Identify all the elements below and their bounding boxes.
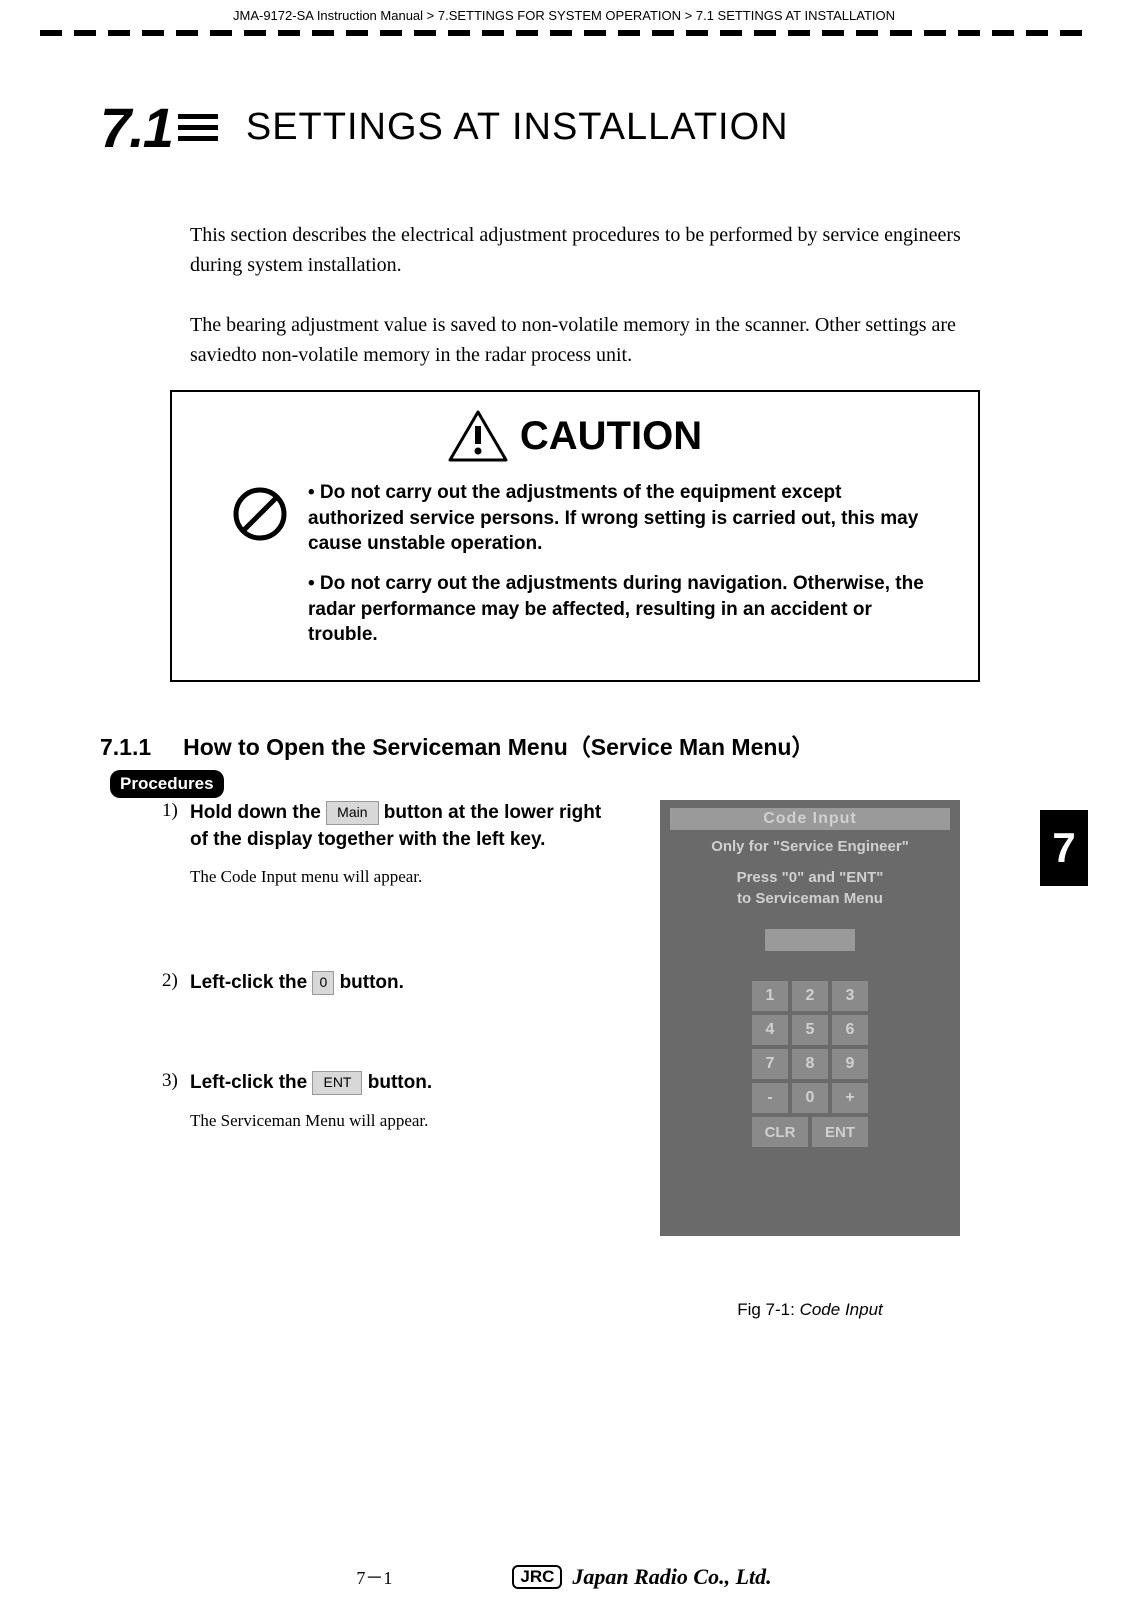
section-header: 7.1 SETTINGS AT INSTALLATION xyxy=(100,95,789,160)
code-input-panel: Code Input Only for "Service Engineer" P… xyxy=(660,800,960,1236)
keypad-clr[interactable]: CLR xyxy=(752,1117,808,1147)
step-3-title: Left-click the ENT button. xyxy=(190,1070,620,1097)
step-1: 1) Hold down the Main button at the lowe… xyxy=(190,800,620,887)
panel-title: Code Input xyxy=(670,808,950,830)
subsection-number: 7.1.1 xyxy=(100,734,151,760)
keypad-2[interactable]: 2 xyxy=(792,981,828,1011)
step-2-title: Left-click the 0 button. xyxy=(190,970,620,997)
jrc-company: Japan Radio Co., Ltd. xyxy=(572,1564,771,1590)
step-3-number: 3) xyxy=(162,1070,178,1092)
procedures-badge: Procedures xyxy=(110,770,224,798)
keypad-3[interactable]: 3 xyxy=(832,981,868,1011)
jrc-logo: JRC Japan Radio Co., Ltd. xyxy=(512,1564,771,1590)
figure-caption: Fig 7-1: Code Input xyxy=(660,1300,960,1320)
ent-button-label: ENT xyxy=(312,1071,362,1095)
subsection-heading: 7.1.1 How to Open the Serviceman Menu（Se… xyxy=(100,728,814,762)
keypad-5[interactable]: 5 xyxy=(792,1015,828,1045)
header-divider xyxy=(40,30,1088,36)
section-number: 7.1 xyxy=(100,95,172,160)
step-3-note: The Serviceman Menu will appear. xyxy=(190,1111,620,1131)
caution-box: CAUTION • Do not carry out the adjustmen… xyxy=(170,390,980,682)
step-2-number: 2) xyxy=(162,970,178,992)
panel-line-3: to Serviceman Menu xyxy=(670,888,950,909)
page-number: 7－1 xyxy=(356,1564,392,1590)
section-title: SETTINGS AT INSTALLATION xyxy=(246,106,789,149)
step-1-note: The Code Input menu will appear. xyxy=(190,867,620,887)
caution-label: CAUTION xyxy=(520,414,702,459)
keypad-ent[interactable]: ENT xyxy=(812,1117,868,1147)
subsection-title: How to Open the Serviceman Menu（Service … xyxy=(183,734,814,760)
step-1-number: 1) xyxy=(162,800,178,822)
panel-line-1: Only for "Service Engineer" xyxy=(670,836,950,857)
step-1-title: Hold down the Main button at the lower r… xyxy=(190,800,620,853)
keypad-8[interactable]: 8 xyxy=(792,1049,828,1079)
keypad-plus[interactable]: + xyxy=(832,1083,868,1113)
section-number-decoration xyxy=(178,114,218,141)
caution-bullet-2: • Do not carry out the adjustments durin… xyxy=(308,571,928,648)
keypad-7[interactable]: 7 xyxy=(752,1049,788,1079)
keypad-1[interactable]: 1 xyxy=(752,981,788,1011)
panel-line-2: Press "0" and "ENT" xyxy=(670,867,950,888)
keypad-4[interactable]: 4 xyxy=(752,1015,788,1045)
paragraph-1: This section describes the electrical ad… xyxy=(190,220,970,280)
keypad-minus[interactable]: - xyxy=(752,1083,788,1113)
caution-text: • Do not carry out the adjustments of th… xyxy=(308,480,928,662)
step-2: 2) Left-click the 0 button. xyxy=(190,970,620,997)
keypad-0[interactable]: 0 xyxy=(792,1083,828,1113)
footer: 7－1 JRC Japan Radio Co., Ltd. xyxy=(0,1564,1128,1590)
caution-bullet-1: • Do not carry out the adjustments of th… xyxy=(308,480,928,557)
chapter-tab: 7 xyxy=(1040,810,1088,886)
breadcrumb: JMA-9172-SA Instruction Manual > 7.SETTI… xyxy=(0,8,1128,23)
zero-button-label: 0 xyxy=(312,971,334,995)
warning-icon xyxy=(448,410,508,462)
caution-header: CAUTION xyxy=(192,410,958,462)
paragraph-2: The bearing adjustment value is saved to… xyxy=(190,310,970,370)
prohibit-icon xyxy=(232,486,288,542)
main-button-label: Main xyxy=(326,801,378,825)
keypad-9[interactable]: 9 xyxy=(832,1049,868,1079)
step-3: 3) Left-click the ENT button. The Servic… xyxy=(190,1070,620,1131)
code-input-field[interactable] xyxy=(765,929,855,951)
keypad-6[interactable]: 6 xyxy=(832,1015,868,1045)
jrc-box: JRC xyxy=(512,1565,562,1589)
keypad: 1 2 3 4 5 6 7 8 9 - 0 + xyxy=(670,981,950,1113)
